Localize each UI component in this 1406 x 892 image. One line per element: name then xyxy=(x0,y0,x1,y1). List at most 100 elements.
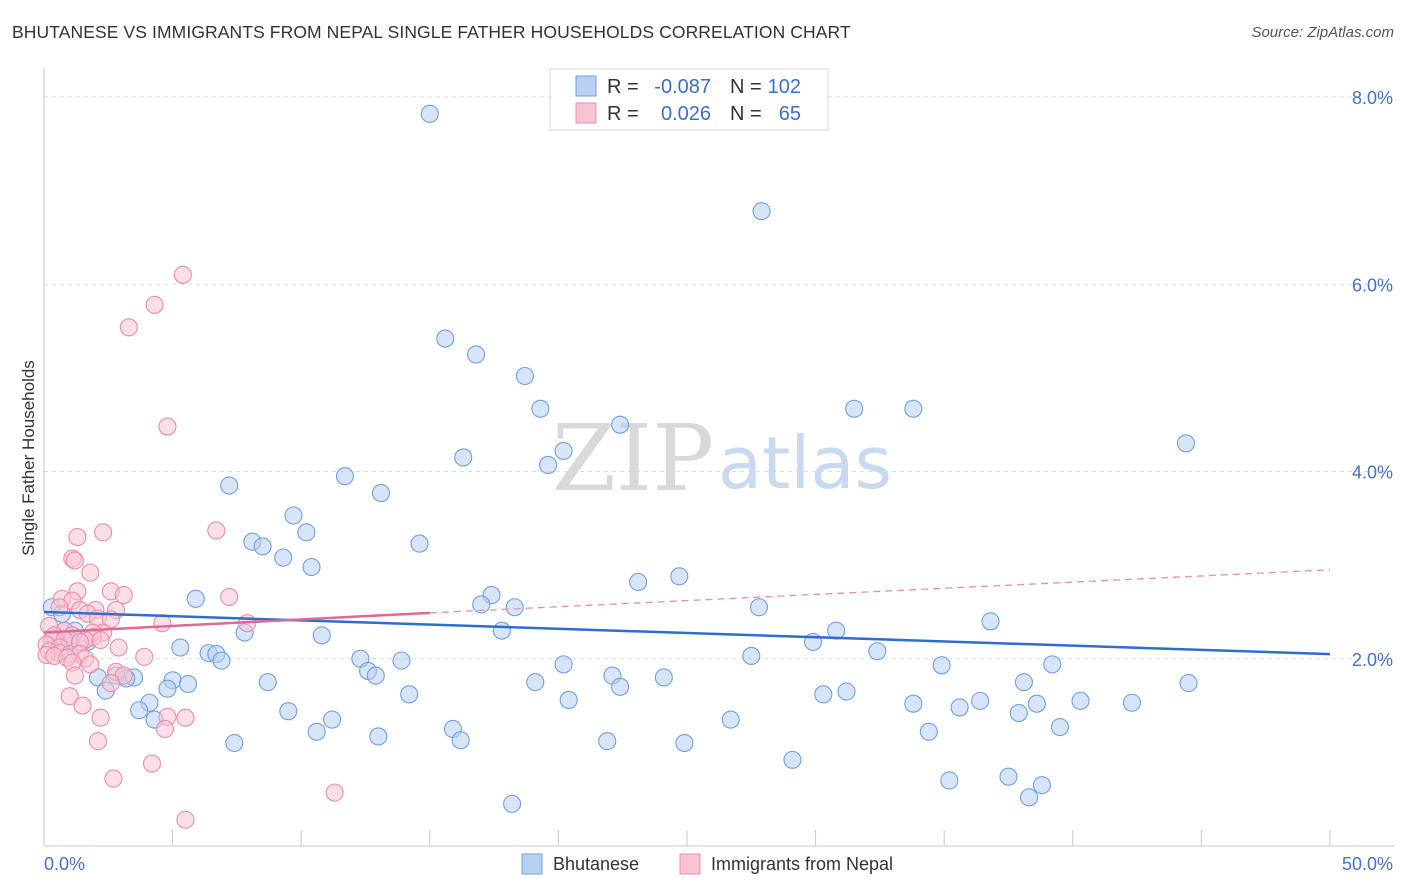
watermark-zip: ZIP xyxy=(552,405,714,512)
point-nepal xyxy=(109,638,128,657)
point-bhutanese xyxy=(302,557,321,577)
point-bhutanese xyxy=(999,767,1018,786)
point-bhutanese xyxy=(950,698,969,717)
point-bhutanese xyxy=(721,710,740,729)
point-bhutanese xyxy=(274,548,293,567)
point-bhutanese xyxy=(371,483,390,503)
point-bhutanese xyxy=(369,727,388,746)
stats-r-value-2: 0.026 xyxy=(661,103,711,125)
point-bhutanese xyxy=(492,621,511,640)
point-bhutanese xyxy=(837,682,856,701)
point-nepal xyxy=(73,696,92,715)
stats-n-value-2: 65 xyxy=(779,103,801,125)
point-bhutanese xyxy=(158,679,177,698)
stats-n-value-1: 102 xyxy=(768,76,801,98)
point-nepal xyxy=(114,586,133,605)
stats-r-label-1: R = xyxy=(607,76,639,98)
point-bhutanese xyxy=(323,710,342,729)
point-bhutanese xyxy=(451,731,470,750)
point-nepal xyxy=(65,666,84,685)
legend-label-bhutanese: Bhutanese xyxy=(553,854,639,874)
stats-r-label-2: R = xyxy=(607,103,639,125)
legend-swatch-nepal xyxy=(679,853,701,875)
point-bhutanese xyxy=(410,534,429,553)
point-bhutanese xyxy=(814,685,833,704)
stats-n-label-1: N = xyxy=(730,76,762,98)
chart-title: BHUTANESE VS IMMIGRANTS FROM NEPAL SINGL… xyxy=(12,22,851,42)
trend-lines xyxy=(43,569,1331,656)
point-bhutanese xyxy=(279,702,298,721)
point-bhutanese xyxy=(654,668,673,687)
stats-box: R = -0.087 N = 102 R = 0.026 N = 65 xyxy=(549,68,829,131)
legend-label-nepal: Immigrants from Nepal xyxy=(711,854,893,874)
point-nepal xyxy=(91,630,110,650)
point-bhutanese xyxy=(554,655,573,674)
point-nepal xyxy=(81,655,100,674)
point-bhutanese xyxy=(258,673,277,692)
point-bhutanese xyxy=(742,646,761,665)
point-bhutanese xyxy=(297,523,316,542)
trend-line-nepal xyxy=(43,611,430,634)
point-bhutanese xyxy=(1043,655,1062,674)
point-bhutanese xyxy=(472,595,491,614)
point-nepal xyxy=(91,708,110,727)
point-bhutanese xyxy=(253,537,272,556)
point-bhutanese xyxy=(1027,694,1046,713)
point-nepal xyxy=(88,732,108,751)
point-bhutanese xyxy=(749,598,769,617)
trend-line-bhutanese xyxy=(43,610,1331,656)
point-bhutanese xyxy=(130,701,149,720)
point-bhutanese xyxy=(971,691,990,710)
y-tick-labels: 2.0% 4.0% 6.0% 8.0% xyxy=(1352,88,1393,670)
point-bhutanese xyxy=(670,567,689,586)
y-tick-label: 2.0% xyxy=(1352,650,1393,670)
point-bhutanese xyxy=(503,794,522,813)
point-bhutanese xyxy=(940,771,959,790)
point-bhutanese xyxy=(531,399,550,418)
point-nepal xyxy=(142,754,162,773)
legend-swatch-bhutanese xyxy=(521,853,543,875)
point-bhutanese xyxy=(186,589,205,608)
y-tick-label: 6.0% xyxy=(1352,275,1393,295)
point-bhutanese xyxy=(515,366,535,386)
point-bhutanese xyxy=(845,399,864,418)
point-bhutanese xyxy=(827,621,846,640)
point-nepal xyxy=(81,563,100,582)
point-bhutanese xyxy=(335,467,354,486)
stats-r-value-1: -0.087 xyxy=(654,76,711,98)
point-bhutanese xyxy=(1032,776,1051,795)
source-label: Source: ZipAtlas.com xyxy=(1251,24,1394,41)
point-bhutanese xyxy=(312,626,331,645)
point-bhutanese xyxy=(783,750,802,769)
stats-swatch-nepal xyxy=(575,102,597,124)
point-nepal xyxy=(155,719,174,739)
data-points xyxy=(37,104,1198,829)
stats-n-label-2: N = xyxy=(730,103,762,125)
point-bhutanese xyxy=(752,202,771,221)
stats-swatch-bhutanese xyxy=(575,75,597,97)
point-nepal xyxy=(158,417,177,436)
point-bhutanese xyxy=(220,476,239,495)
gridlines xyxy=(44,96,1394,660)
point-bhutanese xyxy=(675,733,694,753)
point-nepal xyxy=(60,687,79,706)
point-bhutanese xyxy=(392,651,411,670)
x-tick-label: 50.0% xyxy=(1342,854,1393,874)
point-nepal xyxy=(104,769,123,788)
y-tick-label: 4.0% xyxy=(1352,463,1393,483)
point-bhutanese xyxy=(178,674,198,694)
point-nepal xyxy=(119,318,138,337)
point-bhutanese xyxy=(436,329,455,348)
point-nepal xyxy=(220,587,239,607)
point-nepal xyxy=(325,783,344,802)
point-bhutanese xyxy=(981,612,1000,631)
point-nepal xyxy=(207,521,226,540)
point-nepal xyxy=(135,647,154,666)
y-tick-label: 8.0% xyxy=(1352,88,1393,108)
point-bhutanese xyxy=(400,685,419,704)
point-bhutanese xyxy=(1009,704,1028,723)
legend: Bhutanese Immigrants from Nepal xyxy=(521,853,893,875)
point-bhutanese xyxy=(629,572,648,592)
point-bhutanese xyxy=(171,638,190,657)
